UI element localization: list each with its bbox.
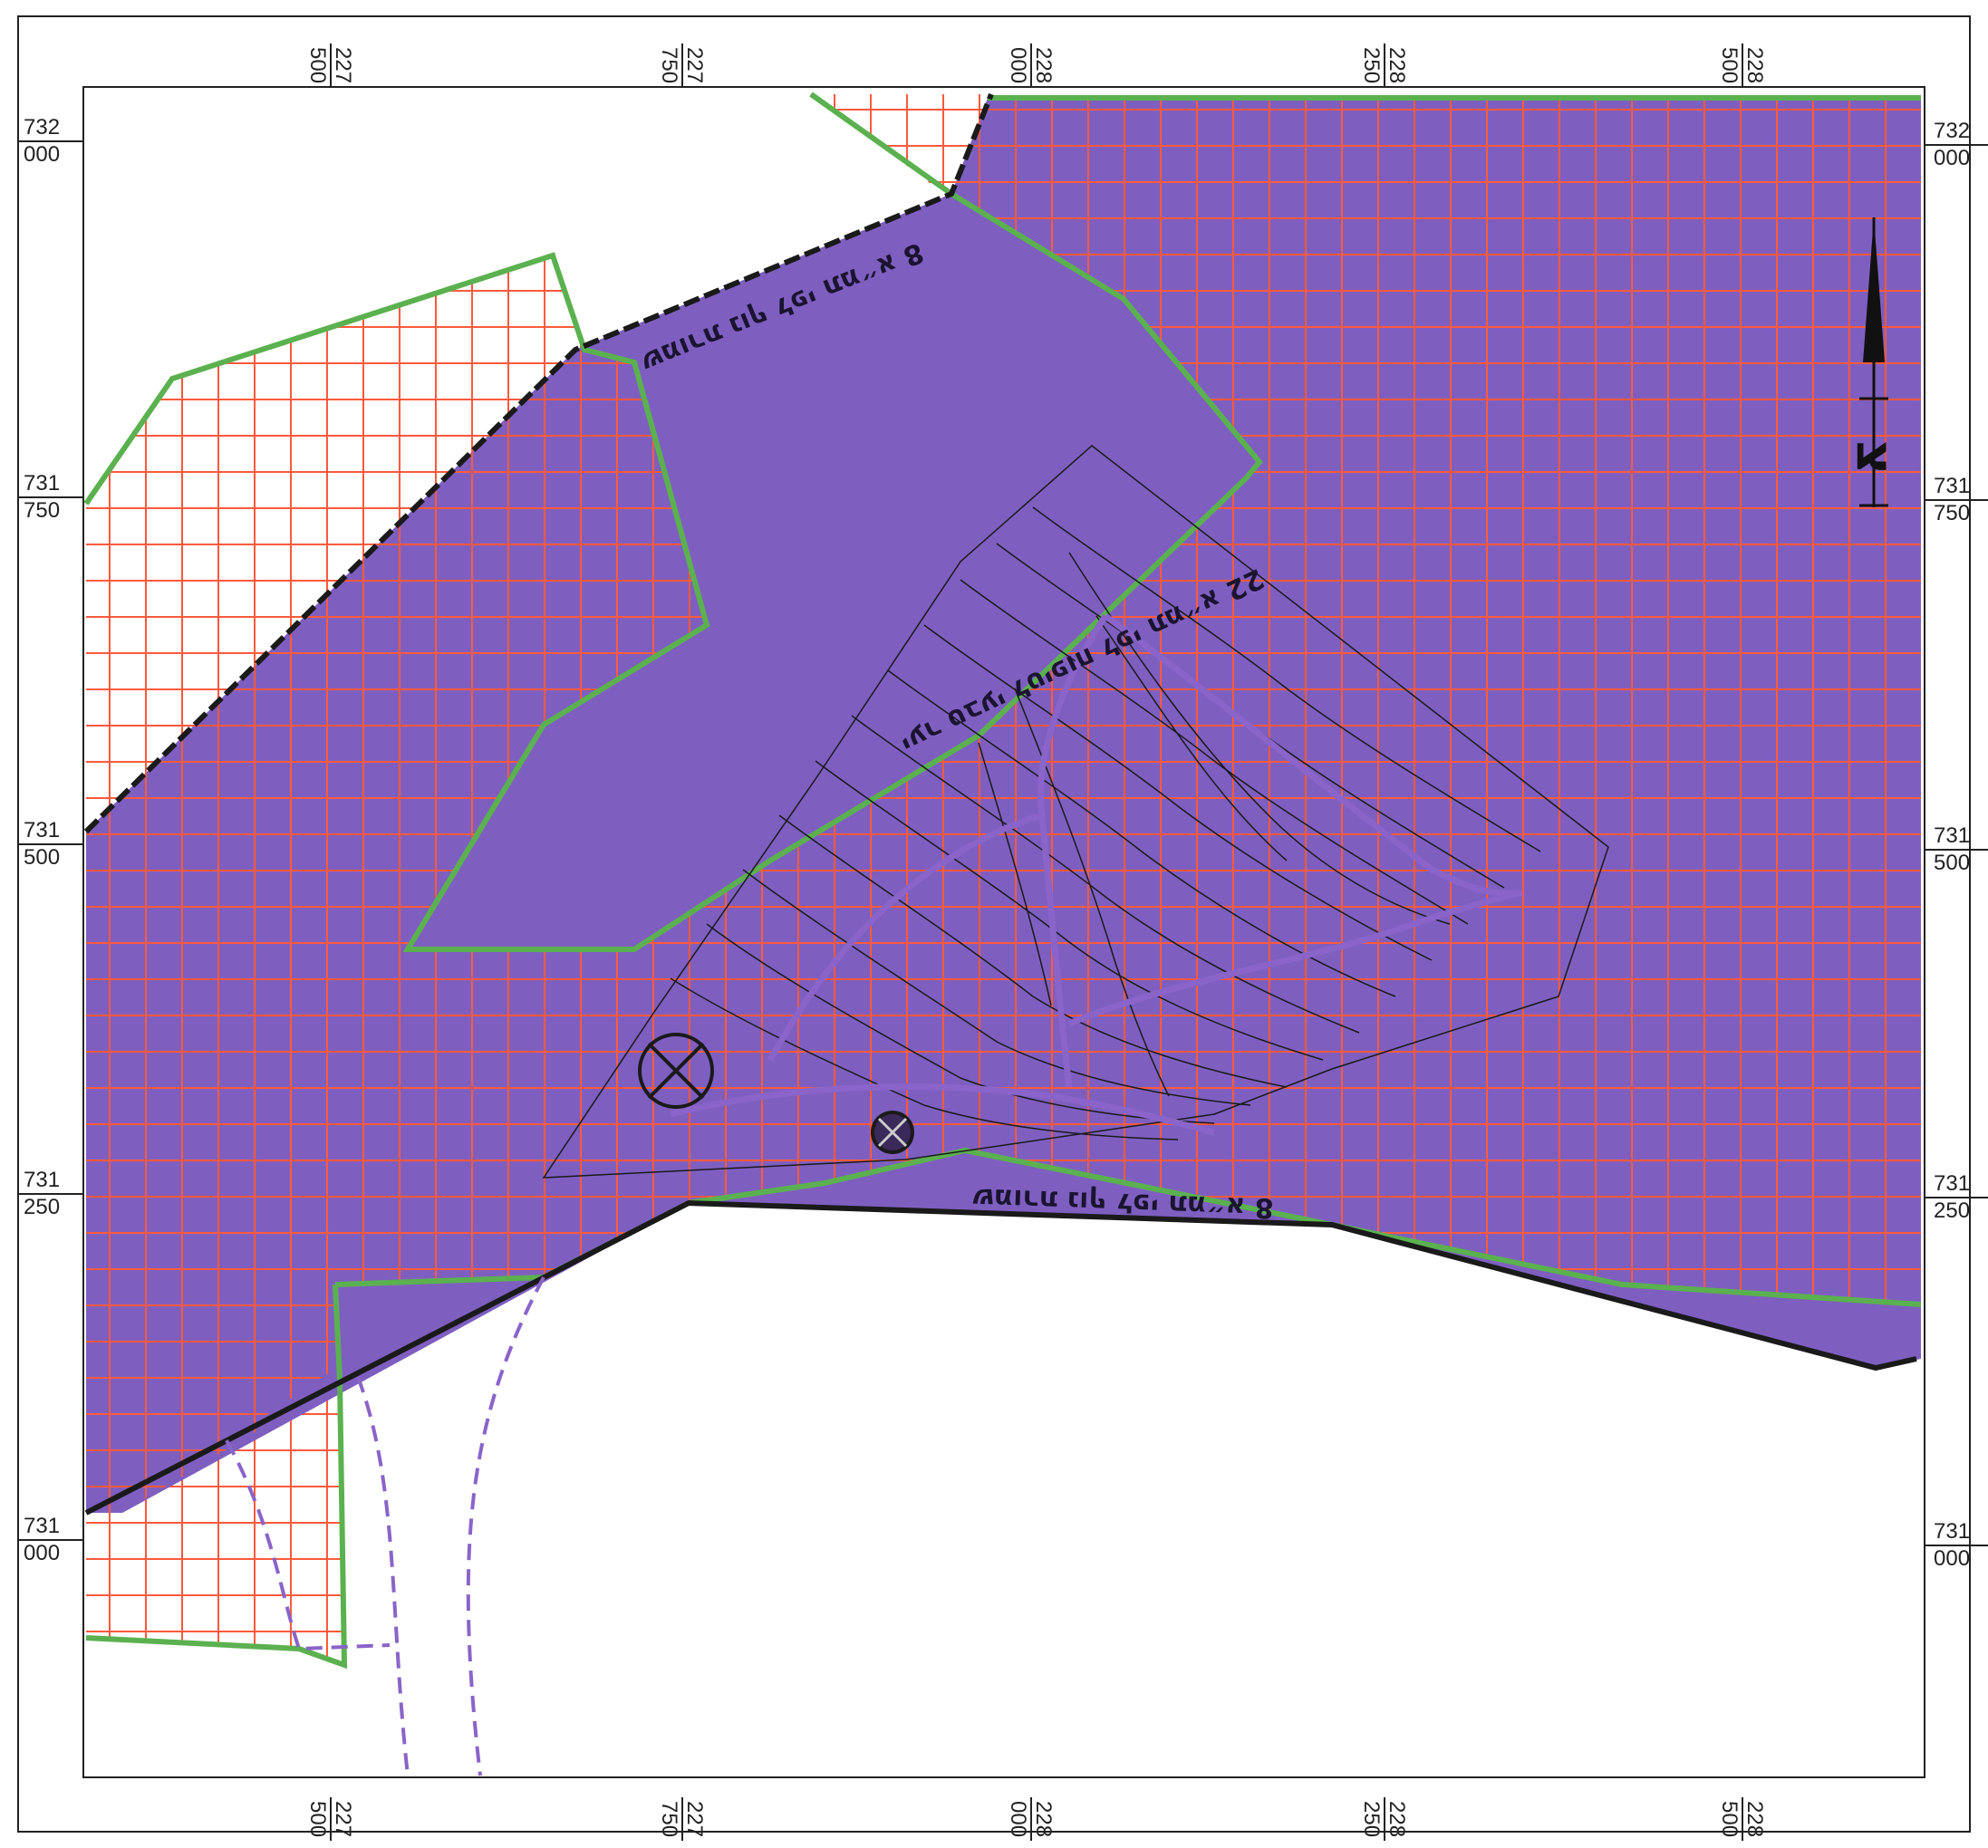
coord-bottom-3-a: 228	[1031, 1801, 1056, 1837]
coord-top-4-b: 250	[1359, 47, 1384, 83]
hatched-zone-east	[86, 98, 1921, 1513]
coord-left-2-b: 750	[24, 498, 60, 523]
coord-right-3-b: 500	[1934, 851, 1970, 875]
coord-left-5-a: 731	[24, 1514, 60, 1538]
coord-right-2-a: 731	[1934, 474, 1970, 498]
road-dashed-line-a	[466, 1276, 545, 1776]
coord-left-3-b: 500	[24, 845, 60, 870]
coord-left-4-a: 731	[24, 1168, 60, 1192]
hatched-zone-north	[811, 94, 991, 194]
coord-bottom-1-b: 500	[305, 1801, 330, 1837]
coord-bottom-5-a: 228	[1742, 1801, 1767, 1837]
coord-top-1-b: 500	[305, 47, 330, 83]
landscape-preserve-band-upper	[408, 194, 1259, 949]
preserve-boundary-south	[84, 1199, 1917, 1516]
coord-bottom-2-a: 227	[682, 1801, 707, 1837]
coord-right-4-b: 250	[1934, 1198, 1970, 1223]
road-dashed-line-c	[225, 1439, 391, 1651]
coord-left-3-a: 731	[24, 818, 60, 842]
coord-bottom-2-b: 750	[657, 1801, 681, 1837]
coord-top-5-a: 228	[1742, 47, 1767, 83]
circle-cross-icon	[638, 1033, 714, 1109]
hatched-zone-northwest	[86, 255, 584, 832]
coord-bottom-5-b: 500	[1717, 1801, 1742, 1837]
coord-top-3-a: 228	[1031, 47, 1056, 83]
hatched-zone-southwest	[86, 1381, 344, 1665]
road-dashed-line-b	[356, 1376, 410, 1776]
circle-cross-icon-small	[871, 1111, 914, 1154]
topographic-survey-overlay	[542, 445, 1609, 1179]
coord-bottom-1-a: 227	[331, 1801, 355, 1837]
coord-left-5-b: 000	[24, 1541, 60, 1565]
north-arrow-icon	[1859, 217, 1888, 507]
coord-bottom-4-a: 228	[1385, 1801, 1409, 1837]
coord-left-1-b: 000	[24, 142, 60, 167]
north-letter: צ	[1845, 440, 1906, 475]
outer-frame	[17, 15, 1971, 1833]
coord-right-3-a: 731	[1934, 823, 1970, 848]
zone-border-southwest	[85, 1284, 348, 1670]
coord-bottom-4-b: 250	[1359, 1801, 1384, 1837]
site-internal-roads	[670, 613, 1523, 1136]
coord-top-2-a: 227	[682, 47, 707, 83]
coord-left-1-a: 732	[24, 115, 60, 140]
coord-top-2-b: 750	[657, 47, 681, 83]
coord-top-1-a: 227	[331, 47, 355, 83]
coord-top-3-b: 000	[1006, 47, 1030, 83]
coord-right-5-b: 000	[1934, 1546, 1970, 1571]
coord-left-2-a: 731	[24, 471, 60, 496]
coord-right-4-a: 731	[1934, 1171, 1970, 1196]
coord-left-4-b: 250	[24, 1195, 60, 1219]
coord-right-2-b: 750	[1934, 501, 1970, 525]
coord-right-1-a: 732	[1934, 119, 1970, 143]
coord-right-1-b: 000	[1934, 146, 1970, 170]
coord-bottom-3-b: 000	[1006, 1801, 1030, 1837]
coord-top-5-b: 500	[1717, 47, 1742, 83]
zone-border-north	[83, 91, 1263, 952]
coord-right-5-a: 731	[1934, 1519, 1970, 1544]
coord-top-4-a: 228	[1385, 47, 1409, 83]
